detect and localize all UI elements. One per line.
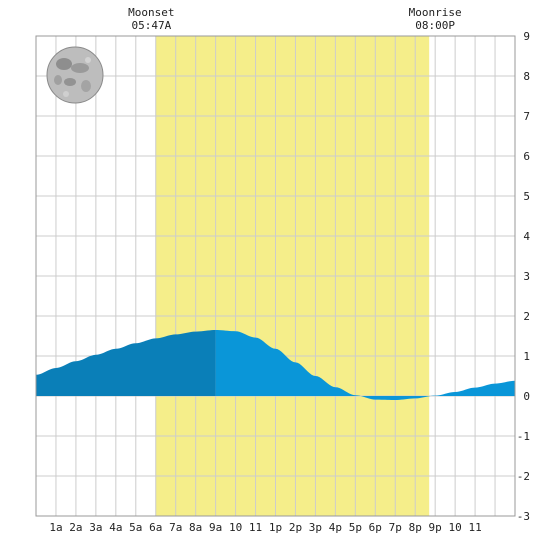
moonrise-label: Moonrise — [409, 6, 462, 19]
grid — [36, 36, 515, 516]
y-tick-label: -1 — [517, 430, 530, 443]
x-tick-label: 9p — [429, 521, 442, 534]
x-tick-label: 11 — [249, 521, 262, 534]
full-moon-icon — [46, 46, 104, 104]
moonrise-time: 08:00P — [415, 19, 455, 32]
x-tick-label: 1a — [49, 521, 62, 534]
y-tick-label: 4 — [523, 230, 530, 243]
x-tick-label: 4a — [109, 521, 122, 534]
y-tick-label: 8 — [523, 70, 530, 83]
y-tick-label: -2 — [517, 470, 530, 483]
x-tick-label: 5p — [349, 521, 362, 534]
tide-area-future — [215, 330, 515, 400]
y-tick-label: -3 — [517, 510, 530, 523]
x-tick-label: 7a — [169, 521, 182, 534]
y-axis-ticks: -3 -2 -1 0 1 2 3 4 5 6 7 8 9 — [517, 30, 531, 523]
x-tick-label: 10 — [449, 521, 462, 534]
x-tick-label: 11 — [468, 521, 481, 534]
x-tick-label: 9a — [209, 521, 222, 534]
y-tick-label: 3 — [523, 270, 530, 283]
y-tick-label: 7 — [523, 110, 530, 123]
x-tick-label: 2a — [69, 521, 82, 534]
x-tick-label: 2p — [289, 521, 302, 534]
y-tick-label: 2 — [523, 310, 530, 323]
x-axis-ticks: 1a 2a 3a 4a 5a 6a 7a 8a 9a 10 11 1p 2p 3p 4p 5p 6p 7p 8p 9p… — [49, 521, 481, 534]
x-tick-label: 3p — [309, 521, 322, 534]
x-tick-label: 6a — [149, 521, 162, 534]
plot-frame — [35, 35, 516, 517]
x-tick-label: 5a — [129, 521, 142, 534]
y-tick-label: 9 — [523, 30, 530, 43]
moonset-time: 05:47A — [131, 19, 171, 32]
x-tick-label: 8p — [409, 521, 422, 534]
x-tick-label: 10 — [229, 521, 242, 534]
x-tick-label: 3a — [89, 521, 102, 534]
y-tick-label: 0 — [523, 390, 530, 403]
x-tick-label: 1p — [269, 521, 282, 534]
x-tick-label: 8a — [189, 521, 202, 534]
tide-area-past — [36, 330, 216, 396]
x-tick-label: 4p — [329, 521, 342, 534]
y-tick-label: 6 — [523, 150, 530, 163]
y-tick-label: 5 — [523, 190, 530, 203]
x-tick-label: 7p — [389, 521, 402, 534]
moonset-label: Moonset — [128, 6, 174, 19]
y-tick-label: 1 — [523, 350, 530, 363]
x-tick-label: 6p — [369, 521, 382, 534]
